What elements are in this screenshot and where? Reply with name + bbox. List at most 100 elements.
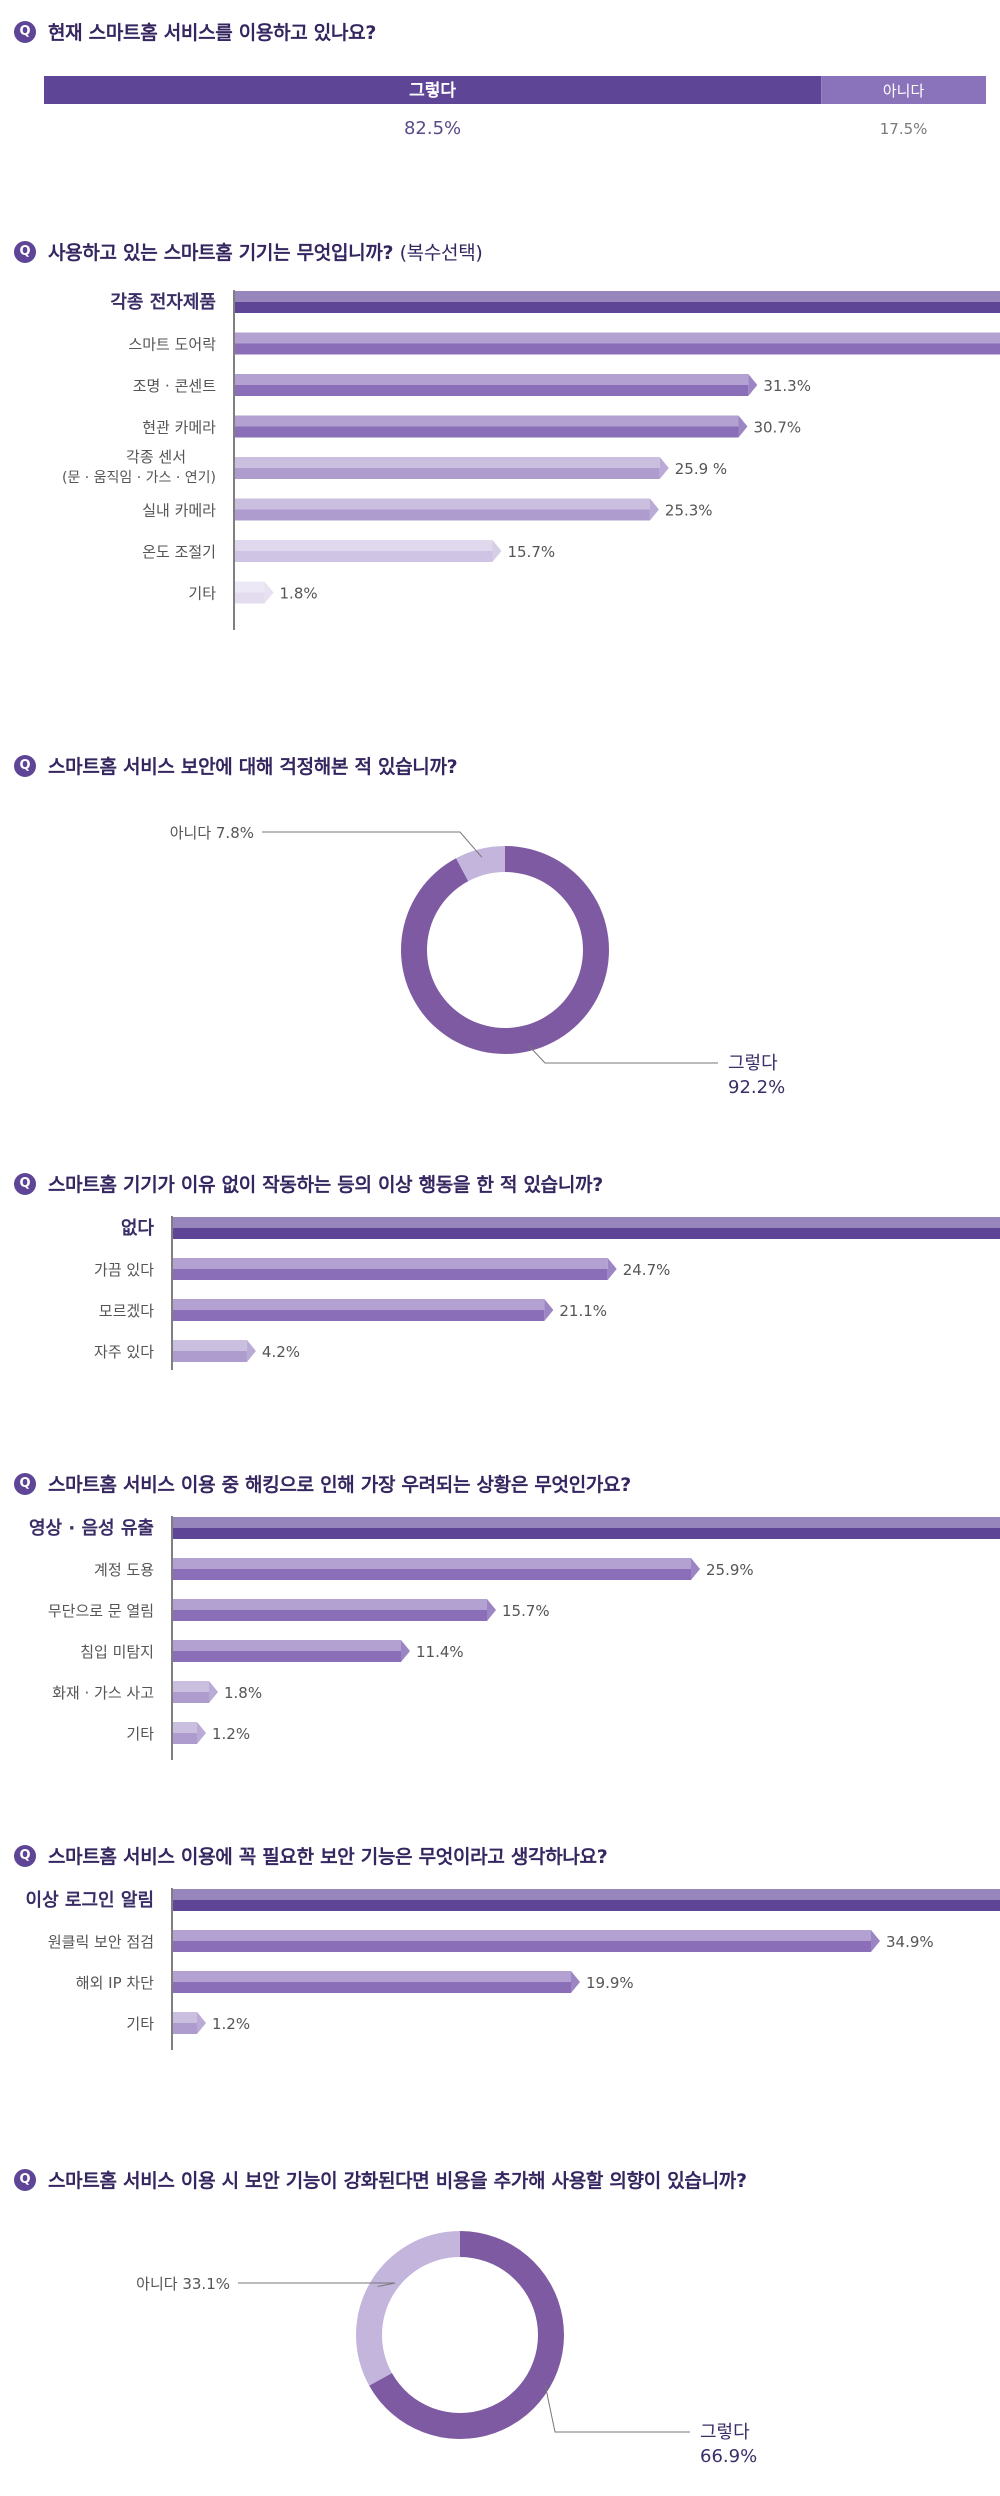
value-label: 1.8% [280,585,318,603]
value-label: 82.5% [404,118,461,139]
bar [173,1228,1000,1239]
bar-top-face [173,1340,247,1351]
category-label: 실내 카메라 [142,502,216,520]
category-label: 온도 조절기 [142,543,216,561]
bar-end-cap [264,581,274,604]
bar-end-cap [209,1681,218,1703]
leader-line [238,2282,396,2288]
bar-top-face [173,1517,1000,1528]
bar-end-cap [492,540,502,562]
category-label: 조명 · 콘센트 [133,377,217,395]
bar-top-face [173,1640,401,1651]
category-label: 원클릭 보안 점검 [48,1933,154,1951]
bar-top-face [235,332,1000,344]
category-label: 해외 IP 차단 [76,1974,154,1992]
category-label: 영상 · 음성 유출 [29,1518,154,1539]
bar-top-face [235,415,739,427]
bar [235,592,265,604]
category-label: 스마트 도어락 [128,336,216,354]
bar-top-face [173,1599,487,1610]
value-label: 1.2% [212,2015,250,2033]
question-6-title: 스마트홈 서비스 이용에 꼭 필요한 보안 기능은 무엇이라고 생각하나요? [48,1846,608,1868]
stacked-bar-segment [821,76,986,104]
q-badge-icon: Q [14,754,36,777]
bar-end-cap [197,2012,206,2034]
value-label: 25.9% [706,1561,754,1579]
bar-top-face [235,291,1000,302]
bar-top-face [173,1217,1000,1228]
bar-top-face [173,1889,1000,1900]
bar-end-cap [649,498,659,521]
category-label: 가끔 있다 [94,1261,154,1279]
q-badge-icon: Q [14,1472,36,1495]
bar [173,1651,401,1662]
bar [173,1610,487,1621]
slice-value-label: 66.9% [700,2446,757,2467]
bar-top-face [235,498,650,510]
question-3-header: Q 스마트홈 서비스 보안에 대해 걱정해본 적 있습니까? [14,752,458,779]
bar-end-cap [748,374,758,396]
category-label: 각종 센서 [126,448,186,466]
category-label: 기타 [126,1725,154,1743]
bar-top-face [173,1258,608,1269]
category-label: 현관 카메라 [142,419,216,437]
bar [235,551,493,562]
bar-end-cap [401,1640,410,1662]
bar-end-cap [487,1599,496,1621]
bar-top-face [173,1971,571,1982]
category-label: 없다 [121,1218,155,1239]
value-label: 21.1% [559,1302,607,1320]
question-4-title: 스마트홈 기기가 이유 없이 작동하는 등의 이상 행동을 한 적 있습니까? [48,1174,603,1196]
question-1-title: 현재 스마트홈 서비스를 이용하고 있나요? [48,22,377,44]
bar [235,426,739,438]
bar-top-face [173,1681,209,1692]
category-label: 기타 [126,2015,154,2033]
donut-slice [400,846,609,1054]
bar [173,1692,209,1703]
bar-end-cap [607,1258,617,1280]
bar-top-face [173,1722,197,1733]
bar-top-face [235,581,265,593]
bar [235,468,660,479]
bar-end-cap [246,1340,256,1362]
value-label: 24.7% [623,1261,671,1279]
slice-label: 그렇다 [700,2422,750,2443]
bar [173,1310,545,1321]
bar [173,1900,1000,1911]
value-label: 4.2% [262,1343,300,1361]
question-1-header: Q 현재 스마트홈 서비스를 이용하고 있나요? [14,18,376,45]
category-label: 계정 도용 [94,1561,154,1579]
question-6-header: Q 스마트홈 서비스 이용에 꼭 필요한 보안 기능은 무엇이라고 생각하나요? [14,1842,608,1869]
category-label: 화재 · 가스 사고 [52,1684,154,1702]
bar-end-cap [544,1299,554,1321]
category-label: 기타 [188,585,216,603]
question-4-header: Q 스마트홈 기기가 이유 없이 작동하는 등의 이상 행동을 한 적 있습니까… [14,1170,603,1197]
bar-end-cap [659,457,669,479]
bar [173,2023,197,2034]
category-label: 각종 전자제품 [110,292,216,313]
question-2-subtitle: (복수선택) [399,242,483,264]
bar [173,1733,197,1744]
bar [173,1351,247,1362]
question-7-title: 스마트홈 서비스 이용 시 보안 기능이 강화된다면 비용을 추가해 사용할 의… [48,2170,747,2192]
question-2-header: Q 사용하고 있는 스마트홈 기기는 무엇입니까? (복수선택) [14,238,483,265]
slice-label: 그렇다 [728,1053,778,1074]
leader-line [544,2384,690,2433]
bar-end-cap [197,1722,206,1744]
question-3-title: 스마트홈 서비스 보안에 대해 걱정해본 적 있습니까? [48,756,458,778]
value-label: 15.7% [502,1602,550,1620]
value-label: 34.9% [886,1933,934,1951]
slice-value-label: 92.2% [728,1077,785,1098]
question-2-title: 사용하고 있는 스마트홈 기기는 무엇입니까? (복수선택) [48,242,483,264]
q-badge-icon: Q [14,1844,36,1867]
category-label: 이상 로그인 알림 [26,1890,154,1911]
bar-end-cap [738,415,748,438]
bar [173,1982,571,1993]
bar-top-face [173,1558,691,1569]
value-label: 31.3% [763,377,811,395]
bar [173,1528,1000,1539]
bar-end-cap [571,1971,580,1993]
bar-top-face [235,457,660,468]
bar [235,509,650,521]
